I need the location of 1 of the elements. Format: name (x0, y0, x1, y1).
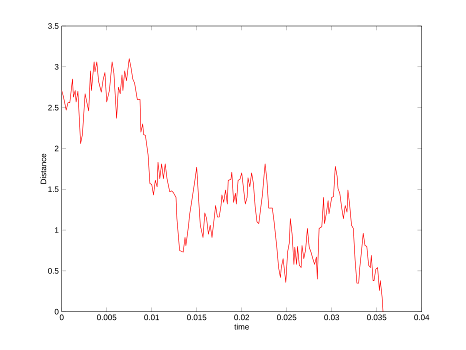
line-series (62, 58, 384, 312)
